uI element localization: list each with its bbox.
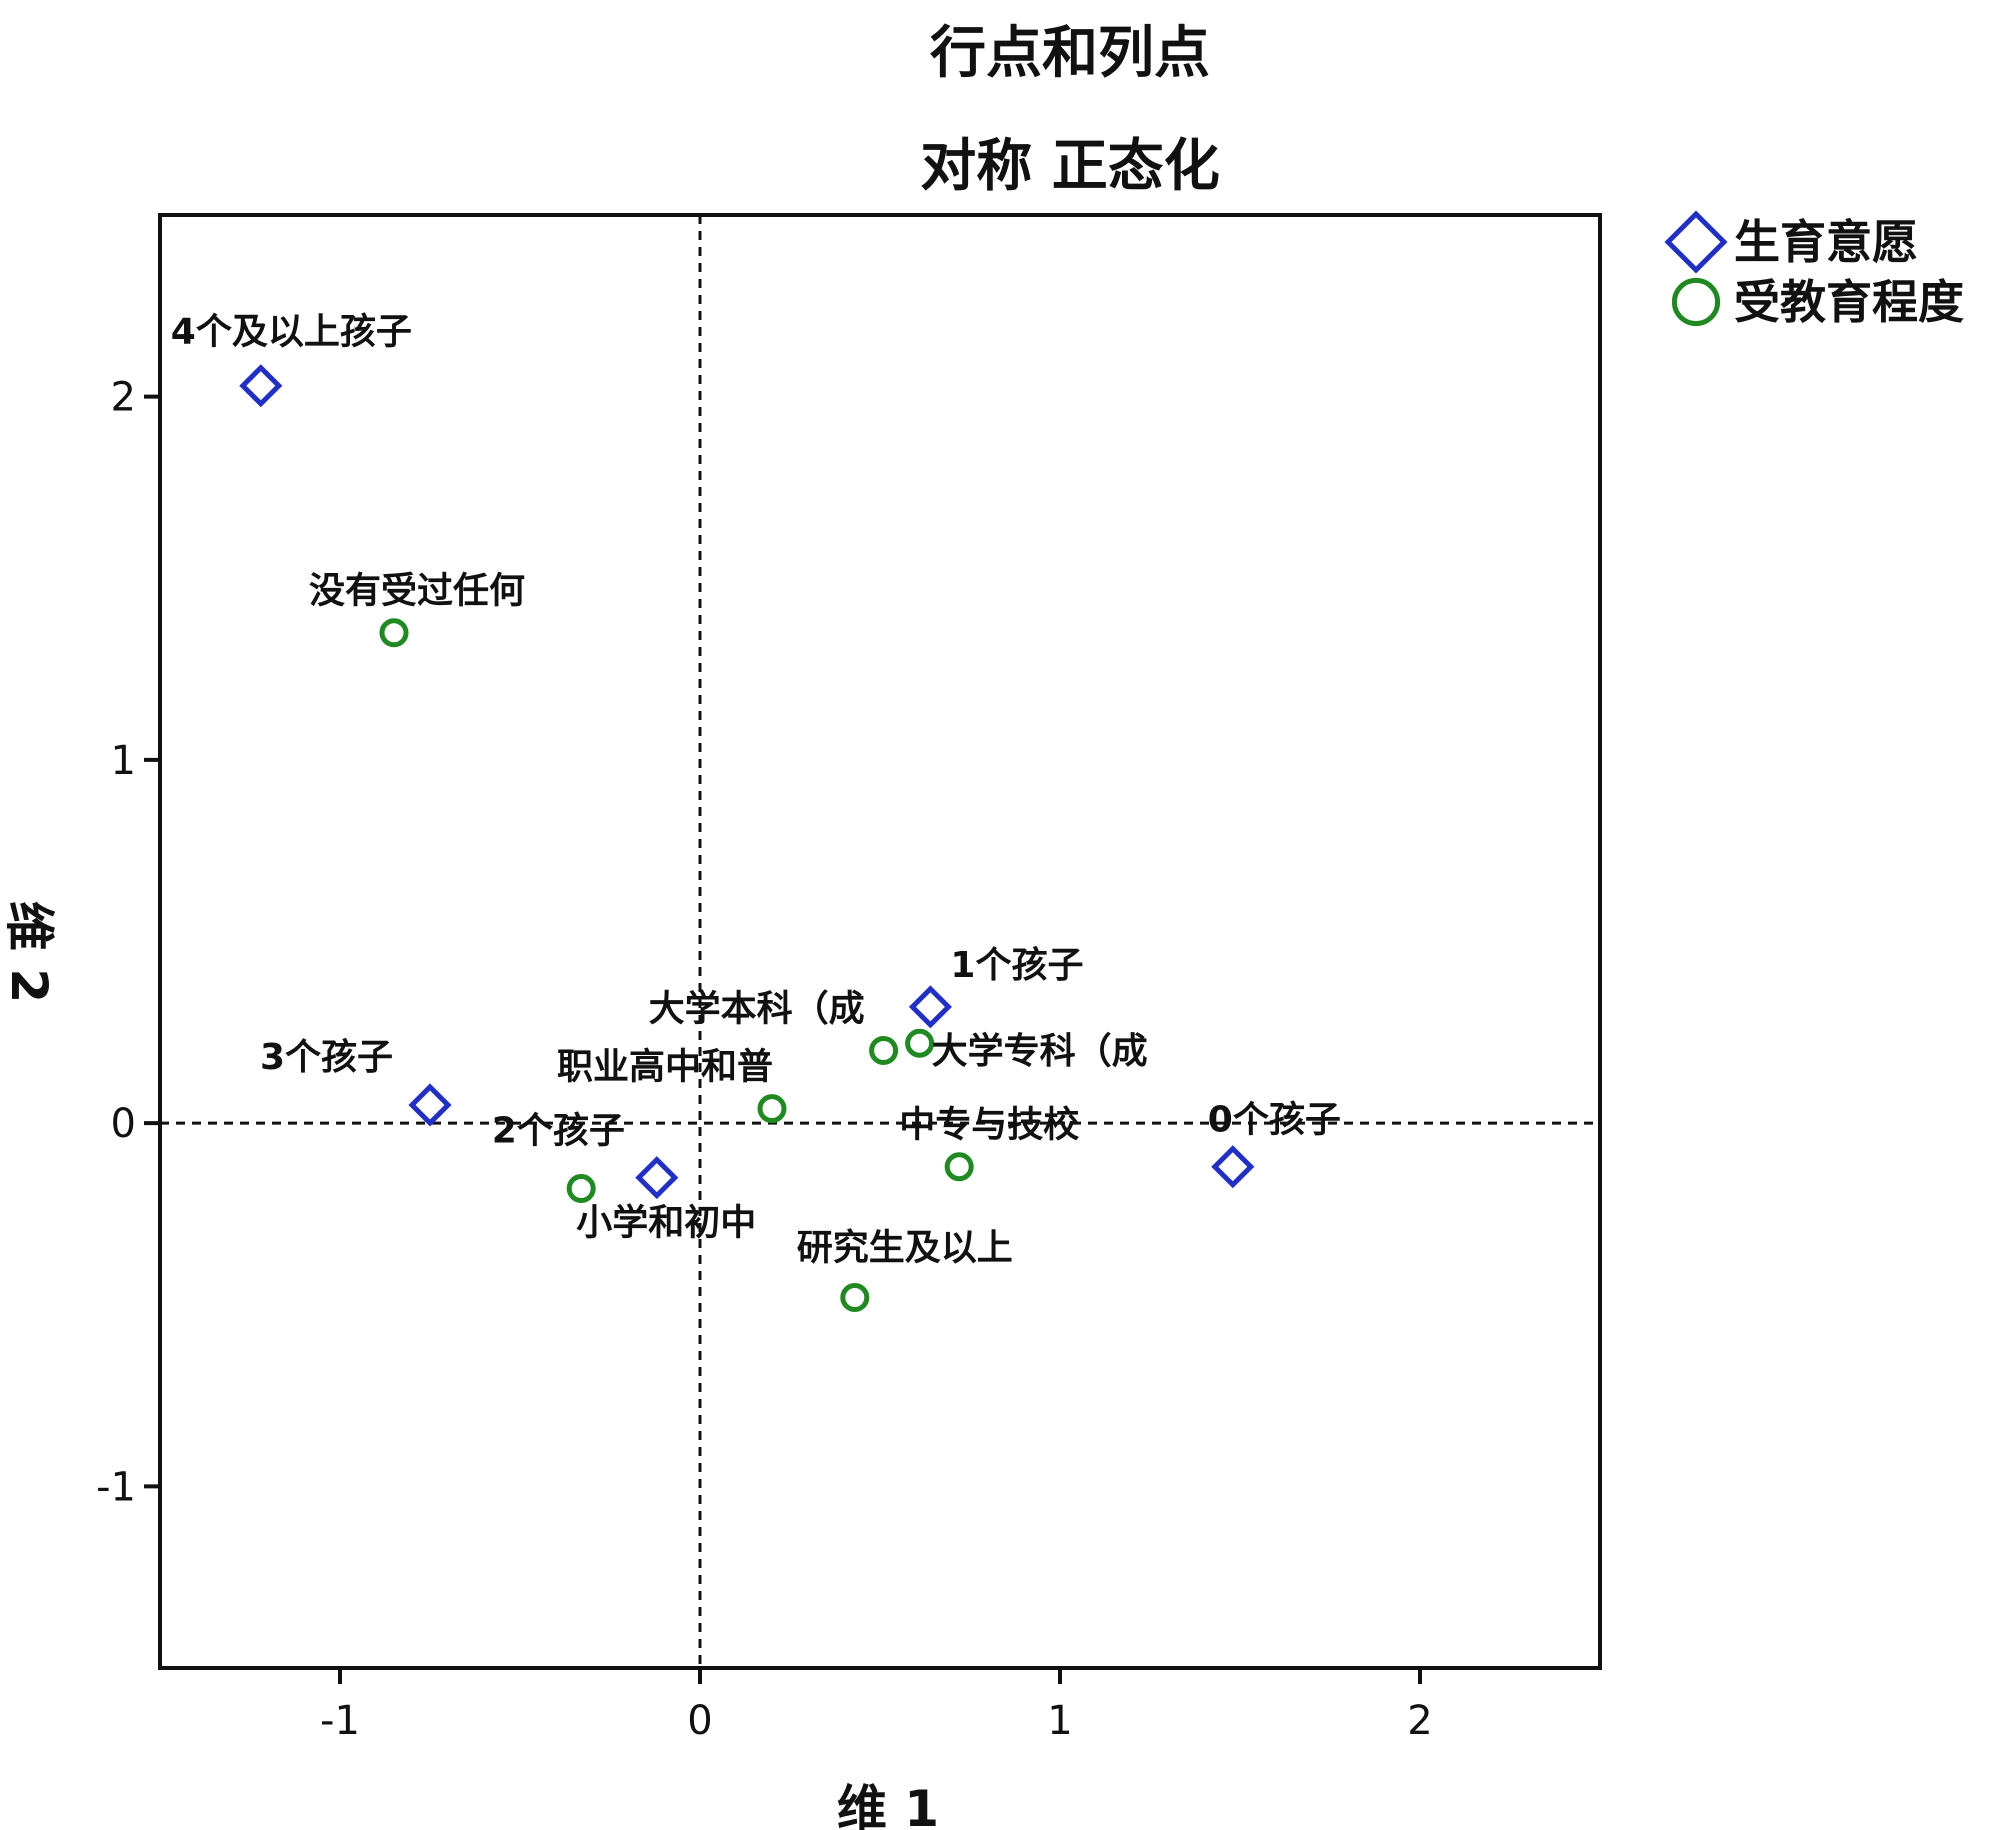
circle-marker (944, 1152, 974, 1182)
x-axis-ticks: -1 0 1 2 (320, 1668, 1433, 1744)
chart-title: 行点和列点 (930, 21, 1210, 86)
point-label: 大学本科（成 (649, 987, 865, 1029)
y-axis-ticks: -1 0 1 2 (96, 375, 160, 1510)
x-axis-label: 维 1 (837, 1780, 939, 1830)
point-label: 0个孩子 (1208, 1100, 1341, 1141)
x-tick-label: 2 (1407, 1698, 1432, 1744)
reference-lines (160, 215, 1600, 1668)
diamond-marker (1211, 1145, 1255, 1189)
point-label: 2个孩子 (492, 1111, 625, 1152)
point-label: 1个孩子 (950, 945, 1083, 986)
diamond-marker (908, 985, 952, 1029)
point-label: 大学专科（成 (932, 1030, 1148, 1072)
y-tick-label: 0 (111, 1101, 136, 1147)
circle-marker (840, 1282, 870, 1312)
legend-circle-icon (1671, 277, 1721, 327)
point-label: 4个及以上孩子 (171, 312, 412, 353)
data-points (239, 364, 1255, 1312)
circle-marker (869, 1035, 899, 1065)
circle-marker (757, 1094, 787, 1124)
point-label: 小学和初中 (576, 1202, 756, 1244)
plot-area (158, 213, 1602, 1670)
point-label: 3个孩子 (260, 1037, 393, 1078)
legend-label: 受教育程度 (1734, 275, 1964, 329)
y-axis-label: 维 2 (0, 901, 58, 1003)
legend-diamond-icon (1664, 210, 1728, 274)
point-label: 中专与技校 (899, 1105, 1079, 1146)
point-label: 没有受过任何 (309, 571, 525, 612)
point-label: 研究生及以上 (797, 1227, 1013, 1268)
y-tick-label: 1 (111, 738, 136, 784)
y-tick-label: -1 (96, 1464, 136, 1510)
circle-marker (379, 618, 409, 648)
point-label: 职业高中和普 (557, 1047, 773, 1088)
legend-label: 生育意愿 (1734, 215, 1918, 269)
diamond-marker (239, 364, 283, 408)
x-tick-label: 0 (687, 1698, 712, 1744)
chart-subtitle: 对称 正态化 (920, 134, 1220, 199)
x-tick-label: -1 (320, 1698, 360, 1744)
y-tick-label: 2 (111, 375, 136, 421)
x-tick-label: 1 (1047, 1698, 1072, 1744)
circle-marker (905, 1028, 935, 1058)
diamond-marker (635, 1156, 679, 1200)
diamond-marker (408, 1083, 452, 1127)
circle-marker (566, 1174, 596, 1204)
